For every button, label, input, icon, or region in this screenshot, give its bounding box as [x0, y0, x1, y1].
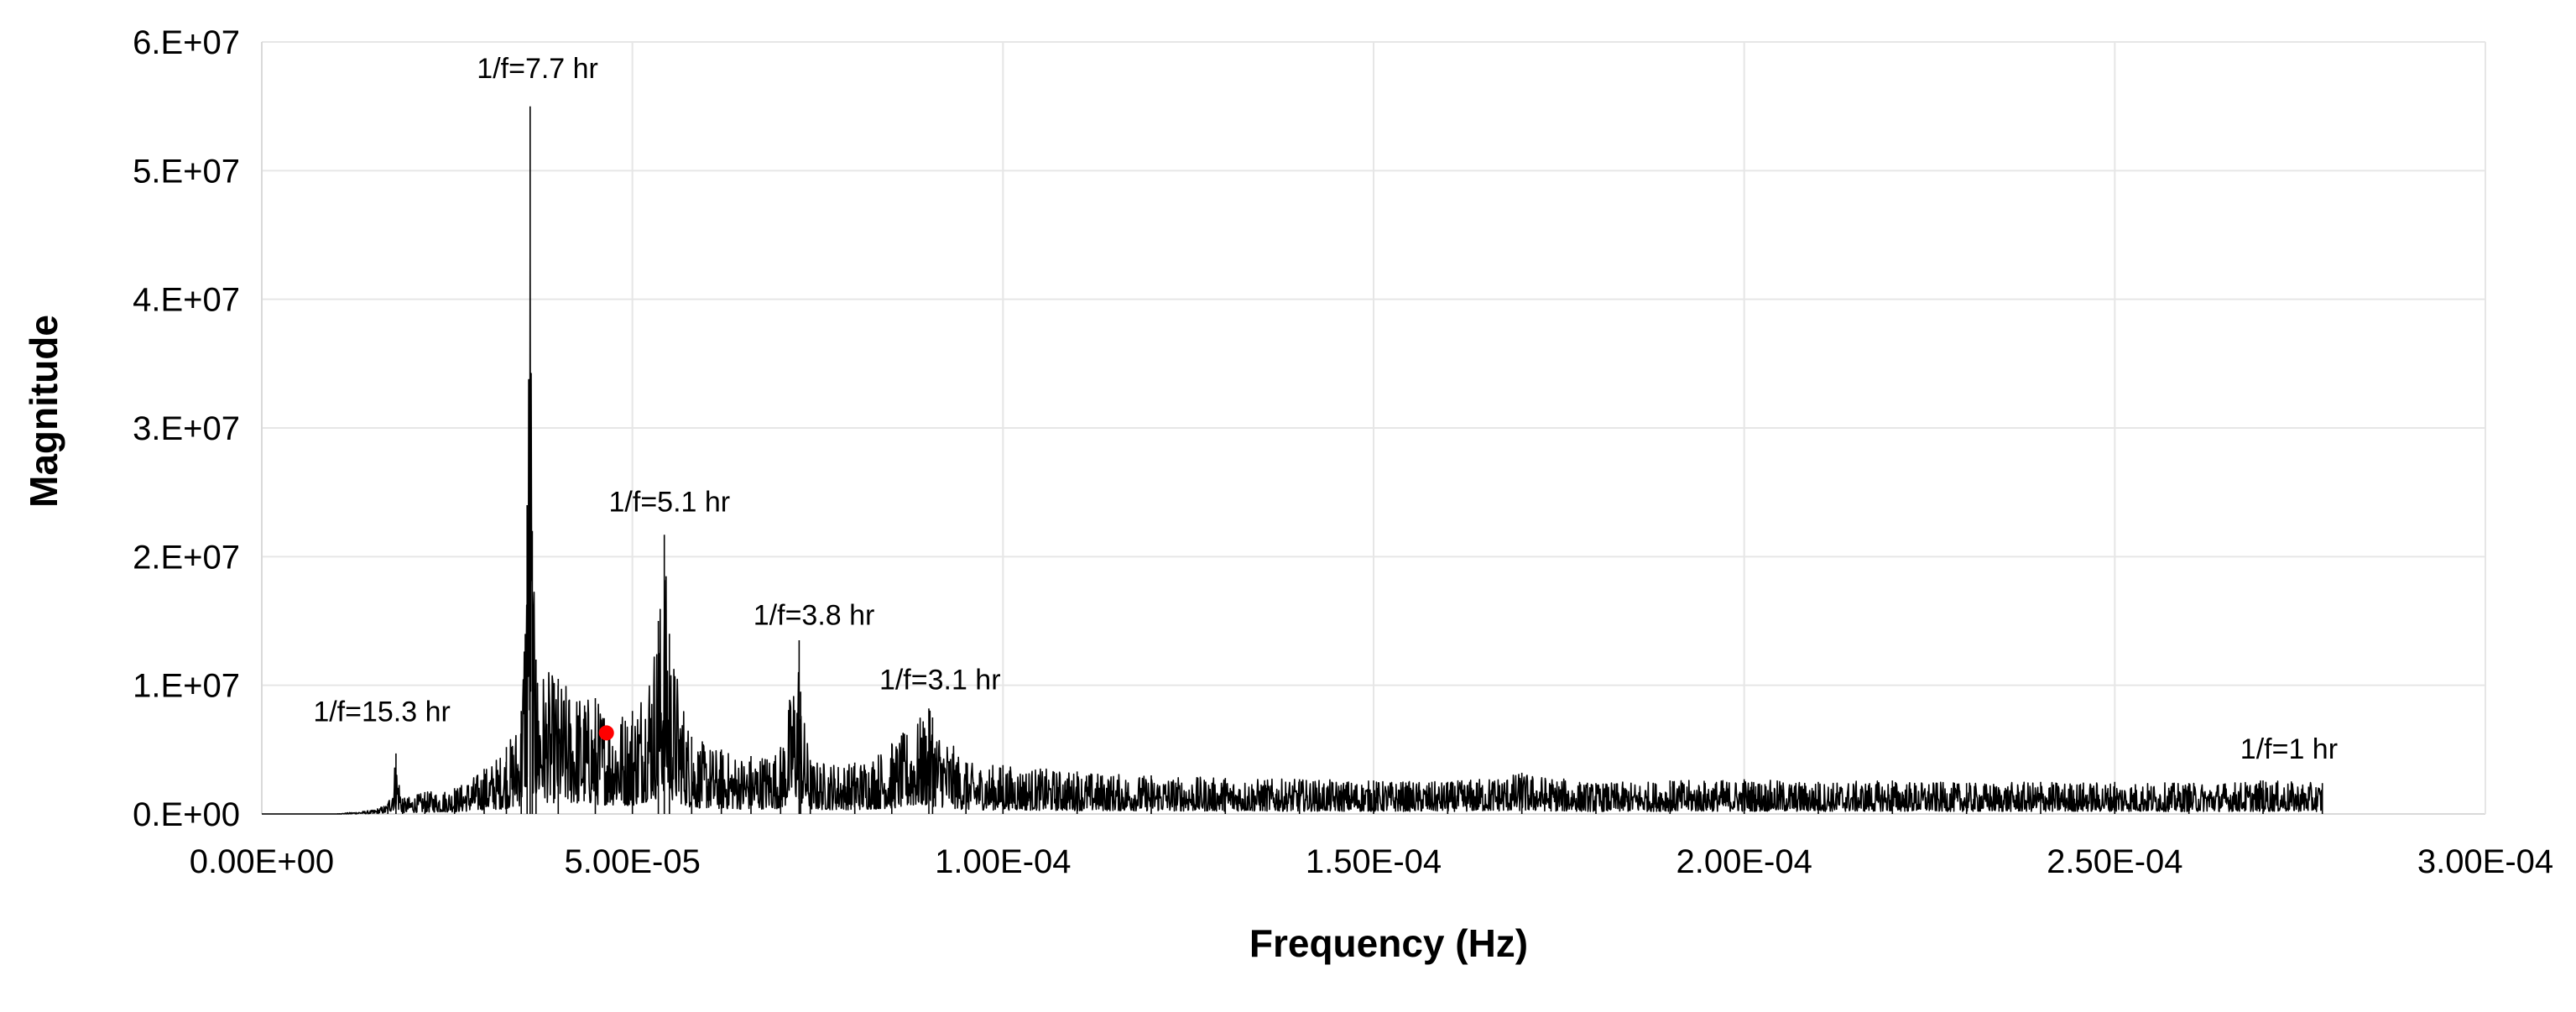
peak-annotation: 1/f=3.1 hr — [879, 664, 1001, 696]
peak-annotation: 1/f=15.3 hr — [313, 696, 451, 728]
peak-annotation: 1/f=7.7 hr — [477, 53, 598, 85]
spectrum-series — [261, 106, 2323, 815]
x-tick-label: 1.50E-04 — [1306, 843, 1442, 880]
y-tick-label: 3.E+07 — [133, 410, 240, 447]
grid-lines — [261, 41, 2486, 815]
highlight-marker — [598, 725, 614, 741]
x-tick-label: 3.00E-04 — [2417, 843, 2553, 880]
spectrum-line — [261, 106, 2323, 815]
y-tick-label: 0.E+00 — [133, 796, 240, 833]
y-tick-label: 6.E+07 — [133, 24, 240, 61]
x-tick-label: 2.00E-04 — [1676, 843, 1812, 880]
peak-annotation: 1/f=3.8 hr — [754, 600, 875, 632]
x-axis-title: Frequency (Hz) — [1249, 921, 1528, 965]
y-tick-label: 2.E+07 — [133, 539, 240, 576]
x-tick-label: 2.50E-04 — [2047, 843, 2182, 880]
peak-annotations: 1/f=15.3 hr 1/f=7.7 hr 1/f=5.1 hr 1/f=3.8 h… — [313, 53, 2338, 765]
peak-annotation: 1/f=1 hr — [2240, 733, 2338, 765]
peak-annotation: 1/f=5.1 hr — [609, 487, 731, 519]
x-tick-label: 5.00E-05 — [564, 843, 700, 880]
y-axis-title: Magnitude — [22, 315, 65, 508]
y-tick-label: 4.E+07 — [133, 282, 240, 319]
y-tick-label: 1.E+07 — [133, 668, 240, 705]
x-tick-label: 1.00E-04 — [935, 843, 1071, 880]
x-tick-label: 0.00E+00 — [190, 843, 334, 880]
y-tick-label: 5.E+07 — [133, 153, 240, 190]
tick-labels: 0.E+00 1.E+07 2.E+07 3.E+07 4.E+07 5.E+07 6.E+… — [133, 24, 2553, 880]
